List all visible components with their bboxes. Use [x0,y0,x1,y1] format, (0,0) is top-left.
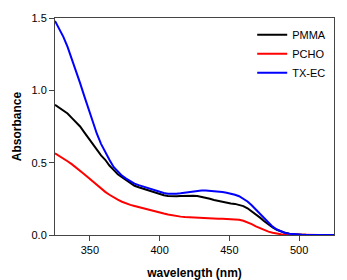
svg-text:Absorbance: Absorbance [10,92,24,162]
svg-text:1.5: 1.5 [32,12,47,24]
svg-text:500: 500 [290,244,308,256]
svg-text:0.5: 0.5 [32,157,47,169]
svg-text:350: 350 [81,244,99,256]
svg-text:1.0: 1.0 [32,84,47,96]
svg-text:wavelength (nm): wavelength (nm) [146,266,242,280]
svg-text:PMMA: PMMA [292,29,326,41]
svg-text:PCHO: PCHO [292,48,324,60]
svg-text:450: 450 [220,244,238,256]
svg-text:TX-EC: TX-EC [292,67,325,79]
svg-text:0.0: 0.0 [32,229,47,241]
svg-text:400: 400 [150,244,168,256]
